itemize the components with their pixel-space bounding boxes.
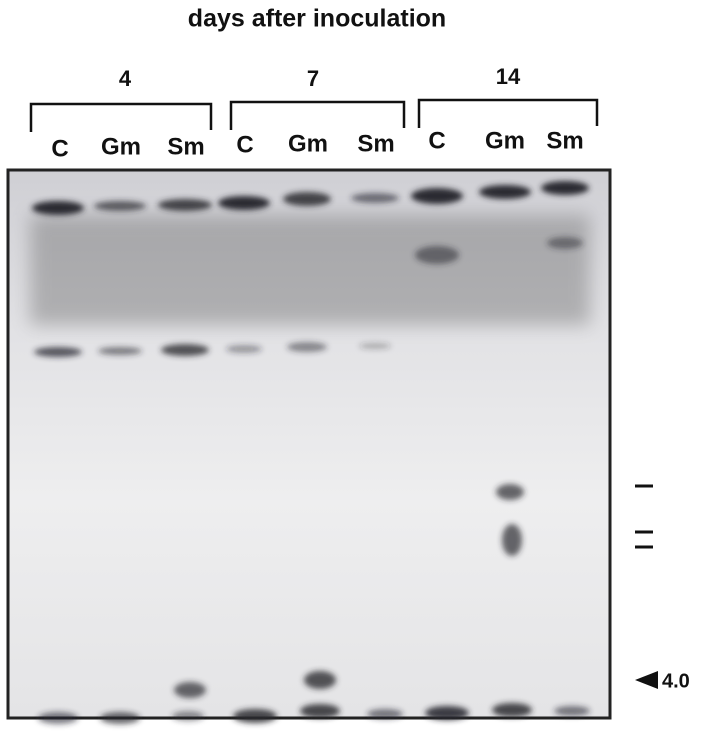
figure-title: days after inoculation [188,5,446,33]
gel [6,168,612,724]
lane-label: Gm [101,133,141,160]
group-label: 7 [307,66,319,91]
lane-label: Gm [288,130,328,157]
marker-arrow [635,671,658,689]
lane-label: Sm [546,127,583,154]
lane-label: Sm [167,133,204,160]
group-label: 4 [119,66,132,91]
group-brackets [29,98,599,132]
lane-label: Sm [357,130,394,157]
marker-dashes [635,484,653,549]
marker-label: 4.0 [662,670,690,692]
lane-label: C [236,131,253,158]
lane-label: Gm [485,127,525,154]
lane-label: C [428,127,445,154]
lane-label: C [51,135,68,162]
group-label: 14 [496,64,521,89]
